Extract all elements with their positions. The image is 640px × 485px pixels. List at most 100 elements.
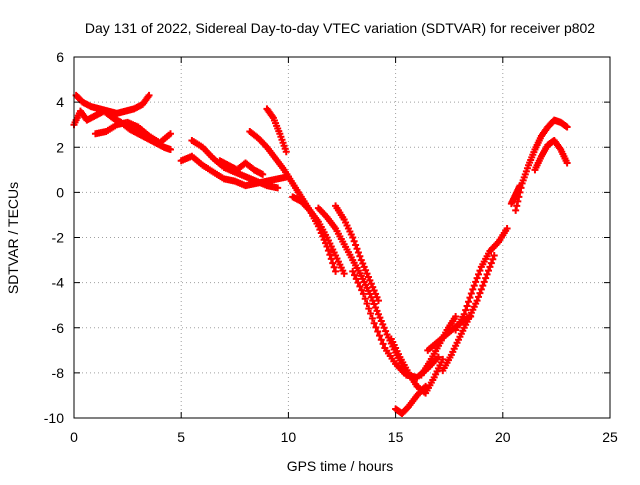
data-point <box>374 328 382 336</box>
series-track-b <box>72 91 153 117</box>
x-tick-label: 10 <box>281 429 297 445</box>
data-point <box>470 282 478 290</box>
data-point <box>512 206 520 214</box>
data-point <box>359 290 367 298</box>
data-point <box>358 286 366 294</box>
series-track-n <box>392 382 430 417</box>
data-point <box>374 297 382 305</box>
data-point <box>467 312 475 320</box>
data-point <box>516 182 524 190</box>
data-point <box>490 252 498 260</box>
data-point <box>475 293 483 301</box>
data-point <box>452 312 460 320</box>
x-tick-label: 0 <box>70 429 78 445</box>
data-point <box>365 305 373 313</box>
data-point <box>482 274 490 282</box>
y-tick-label: -8 <box>52 365 65 381</box>
data-point <box>476 267 484 275</box>
data-point <box>483 270 491 278</box>
x-tick-label: 15 <box>388 429 404 445</box>
data-point <box>462 306 470 314</box>
data-point <box>376 332 384 340</box>
series-track-k <box>332 202 382 305</box>
data-point <box>145 91 153 99</box>
data-point <box>479 282 487 290</box>
data-point <box>367 309 375 317</box>
data-point <box>351 271 359 279</box>
data-point <box>563 159 571 167</box>
data-point <box>368 314 376 322</box>
series-track-c <box>91 118 174 147</box>
data-point <box>473 297 481 305</box>
data-point <box>361 295 369 303</box>
data-point <box>372 323 380 331</box>
data-point <box>477 285 485 293</box>
y-tick-label: -4 <box>52 275 65 291</box>
data-point <box>356 282 364 290</box>
y-tick-label: 4 <box>56 94 64 110</box>
data-point <box>460 310 468 318</box>
data-point <box>476 289 484 297</box>
series-track-h <box>263 105 290 156</box>
data-point <box>422 382 430 390</box>
data-point <box>469 285 477 293</box>
y-tick-label: -6 <box>52 320 65 336</box>
data-point <box>354 249 362 257</box>
data-point <box>282 148 290 156</box>
series-track-p <box>439 252 498 375</box>
data-point <box>166 146 174 154</box>
data-point <box>332 267 340 275</box>
data-point <box>349 234 357 241</box>
series-track-r <box>424 312 475 354</box>
chart-title: Day 131 of 2022, Sidereal Day-to-day VTE… <box>85 20 595 36</box>
data-point <box>475 270 483 278</box>
data-point <box>513 202 521 210</box>
data-point <box>354 279 362 287</box>
y-axis-label: SDTVAR / TECUs <box>5 182 21 294</box>
data-point <box>487 259 495 267</box>
data-point <box>377 336 385 344</box>
data-point <box>352 241 360 249</box>
data-point <box>503 224 511 232</box>
x-tick-label: 20 <box>495 429 511 445</box>
tick-layer: 0 5 10 15 20 25 -10 -8 -6 -4 -2 0 2 4 6 <box>44 49 618 445</box>
data-point <box>467 290 475 298</box>
y-tick-label: 2 <box>56 139 64 155</box>
x-tick-label: 25 <box>602 429 618 445</box>
x-axis-label: GPS time / hours <box>287 458 394 474</box>
data-point <box>329 259 337 267</box>
x-tick-label: 5 <box>177 429 185 445</box>
data-point <box>563 123 571 131</box>
data-point <box>356 252 364 260</box>
data-point <box>464 298 472 306</box>
data-point <box>352 275 360 283</box>
data-layer <box>70 91 571 417</box>
data-point <box>480 278 488 286</box>
data-point <box>350 237 358 245</box>
data-point <box>466 294 474 302</box>
data-point <box>489 255 497 263</box>
data-point <box>353 245 361 253</box>
data-point <box>349 267 357 275</box>
data-point <box>463 302 471 310</box>
data-point <box>330 263 338 271</box>
data-point <box>379 340 387 348</box>
y-tick-label: -2 <box>52 230 65 246</box>
data-point <box>340 270 348 278</box>
data-point <box>363 300 371 308</box>
data-point <box>259 170 267 178</box>
y-tick-label: 0 <box>56 184 64 200</box>
data-point <box>274 184 282 192</box>
data-point <box>485 267 493 275</box>
data-point <box>370 319 378 327</box>
data-point <box>324 247 332 255</box>
series-track-t <box>531 136 571 174</box>
data-point <box>166 130 174 138</box>
y-tick-label: -10 <box>44 410 64 426</box>
y-tick-label: 6 <box>56 49 64 65</box>
series-track-u <box>507 182 524 208</box>
series-track-i <box>289 193 348 278</box>
